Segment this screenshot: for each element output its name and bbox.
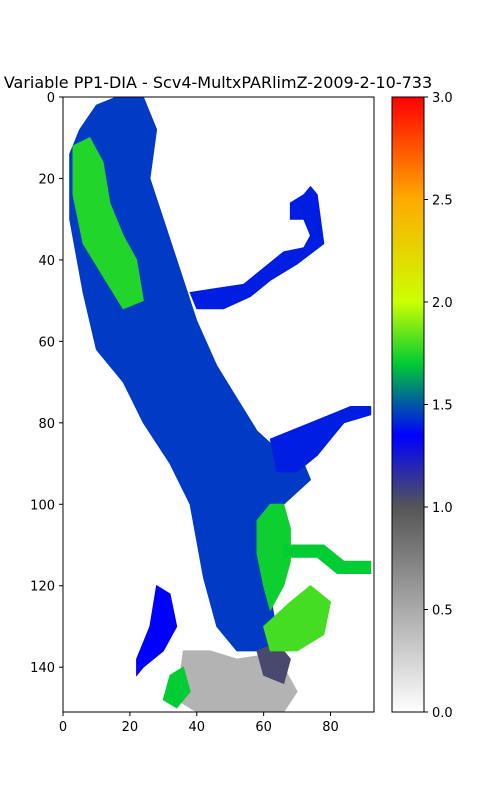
region-green-band-north	[72, 137, 144, 310]
colorbar: 0.0 0.5 1.0 1.5 2.0 2.5 3.0	[391, 91, 453, 721]
y-tick-label: 100	[30, 498, 55, 513]
x-axis: 0 20 40 60 80	[59, 712, 339, 735]
region-southwest-channel	[136, 584, 178, 677]
colorbar-tick-label: 0.5	[432, 604, 453, 619]
region-southeast-green-patch	[263, 585, 332, 652]
colorbar-tick-label: 2.0	[432, 296, 453, 311]
colorbar-tick-label: 0.0	[432, 706, 453, 721]
region-southwest-green-patch	[162, 666, 191, 709]
y-tick-label: 20	[38, 172, 55, 187]
x-tick-label: 0	[59, 720, 67, 735]
plot-frame	[62, 96, 375, 713]
y-tick-label: 120	[30, 580, 55, 595]
x-tick-label: 60	[255, 720, 272, 735]
colorbar-tick-label: 1.0	[432, 501, 453, 516]
y-tick-label: 80	[38, 417, 55, 432]
y-tick-label: 60	[38, 335, 55, 350]
colorbar-gradient	[391, 96, 425, 713]
region-east-inlet-upper	[189, 185, 325, 310]
y-axis: 0 20 40 60 80 100 120 140	[30, 91, 63, 676]
colorbar-tick-label: 2.5	[432, 194, 453, 209]
y-tick-label: 0	[47, 91, 55, 106]
x-tick-label: 40	[188, 720, 205, 735]
colorbar-tick-label: 1.5	[432, 399, 453, 414]
y-tick-label: 140	[30, 661, 55, 676]
y-tick-label: 40	[38, 254, 55, 269]
region-green-east-arm	[256, 503, 291, 612]
region-green-east-spur	[283, 544, 372, 574]
heatmap-plot-area	[62, 96, 375, 713]
x-tick-label: 20	[122, 720, 139, 735]
colorbar-tick-label: 3.0	[432, 91, 453, 106]
x-tick-label: 80	[322, 720, 339, 735]
chart-title: Variable PP1-DIA - Scv4-MultxPARlimZ-200…	[4, 73, 432, 92]
region-east-bay	[269, 406, 372, 473]
